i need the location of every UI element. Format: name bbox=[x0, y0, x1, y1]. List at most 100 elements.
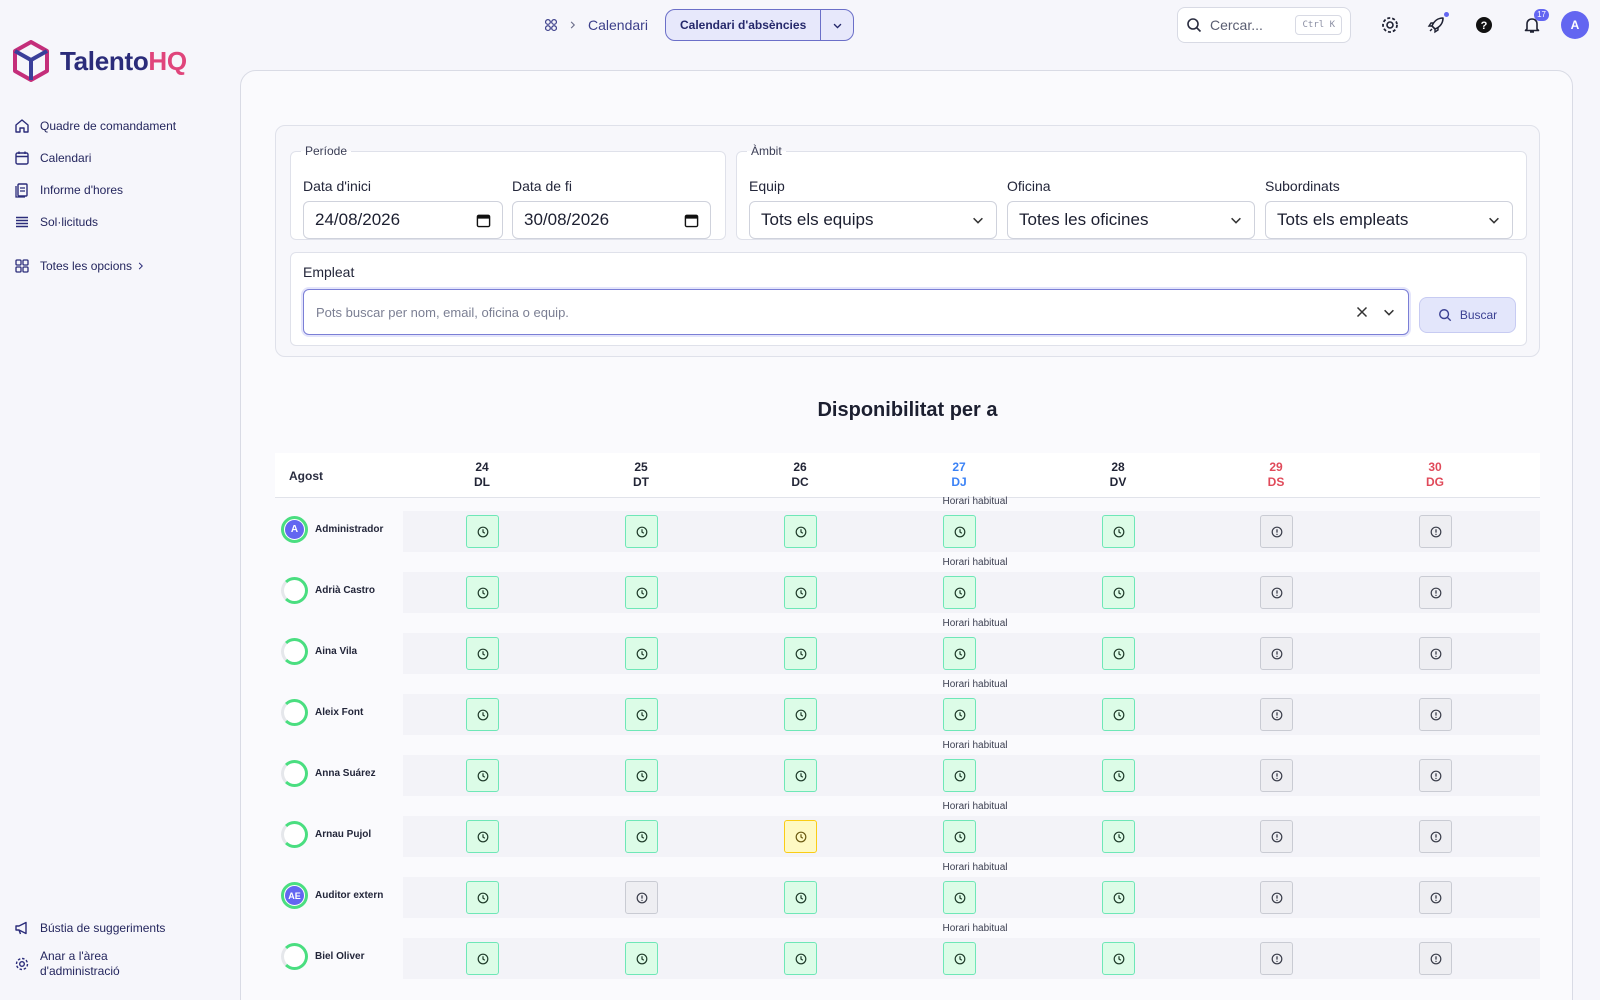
start-date-input[interactable]: 24/08/2026 bbox=[303, 201, 503, 239]
day-cell-work[interactable] bbox=[943, 881, 976, 914]
day-cell-work[interactable] bbox=[625, 637, 658, 670]
employee[interactable]: Aina Vila bbox=[281, 638, 357, 665]
employee[interactable]: A Administrador bbox=[281, 516, 383, 543]
day-cell-work[interactable] bbox=[1102, 698, 1135, 731]
day-cell-work[interactable] bbox=[943, 942, 976, 975]
apps-grid-icon[interactable] bbox=[544, 18, 558, 32]
day-cell-free[interactable] bbox=[1419, 515, 1452, 548]
day-cell-work[interactable] bbox=[466, 515, 499, 548]
view-selector-toggle[interactable] bbox=[821, 10, 853, 40]
day-cell-work[interactable] bbox=[1102, 576, 1135, 609]
sidebar-nav: Quadre de comandament Calendari Informe … bbox=[14, 110, 234, 282]
calendar-icon[interactable] bbox=[684, 213, 699, 228]
employee[interactable]: Adrià Castro bbox=[281, 577, 375, 604]
day-cell-work[interactable] bbox=[466, 881, 499, 914]
day-cell-work[interactable] bbox=[784, 576, 817, 609]
day-cell-work[interactable] bbox=[1102, 942, 1135, 975]
employee[interactable]: Anna Suárez bbox=[281, 760, 376, 787]
subordinates-select[interactable]: Tots els empleats bbox=[1265, 201, 1513, 239]
day-cell-work[interactable] bbox=[1102, 820, 1135, 853]
day-cell-work[interactable] bbox=[625, 820, 658, 853]
settings-button[interactable] bbox=[1377, 12, 1403, 38]
day-cell-work[interactable] bbox=[1102, 881, 1135, 914]
day-cell-work[interactable] bbox=[466, 698, 499, 731]
day-cell-work[interactable] bbox=[784, 698, 817, 731]
sidebar-item-admin-area[interactable]: Anar a l'àrea d'administració bbox=[14, 944, 234, 984]
info-icon bbox=[1271, 892, 1282, 903]
whats-new-button[interactable] bbox=[1423, 12, 1449, 38]
end-date-input[interactable]: 30/08/2026 bbox=[512, 201, 711, 239]
day-cell-work[interactable] bbox=[1102, 515, 1135, 548]
sidebar-item-all-options[interactable]: Totes les opcions bbox=[14, 250, 234, 282]
day-cell-free[interactable] bbox=[1419, 759, 1452, 792]
team-select[interactable]: Tots els equips bbox=[749, 201, 997, 239]
sidebar-item-requests[interactable]: Sol·licituds bbox=[14, 206, 234, 238]
day-cell-free[interactable] bbox=[1260, 942, 1293, 975]
notifications-button[interactable]: 17 bbox=[1519, 9, 1549, 38]
office-select[interactable]: Totes les oficines bbox=[1007, 201, 1255, 239]
day-cell-work[interactable] bbox=[943, 820, 976, 853]
day-cell-free[interactable] bbox=[1419, 820, 1452, 853]
day-cell-work[interactable] bbox=[466, 576, 499, 609]
sidebar-item-hours-report[interactable]: Informe d'hores bbox=[14, 174, 234, 206]
day-cell-free[interactable] bbox=[1260, 576, 1293, 609]
calendar-icon[interactable] bbox=[476, 213, 491, 228]
sidebar-item-calendar[interactable]: Calendari bbox=[14, 142, 234, 174]
day-cell-free[interactable] bbox=[1419, 881, 1452, 914]
clock-icon bbox=[477, 526, 488, 537]
day-cell-work[interactable] bbox=[1102, 759, 1135, 792]
day-cell-free[interactable] bbox=[1260, 698, 1293, 731]
employee[interactable]: Biel Oliver bbox=[281, 943, 364, 970]
brand-logo[interactable]: TalentoHQ bbox=[12, 40, 187, 82]
day-cell-free[interactable] bbox=[1419, 637, 1452, 670]
employee-name: Adrià Castro bbox=[315, 585, 376, 596]
day-cell-work[interactable] bbox=[625, 576, 658, 609]
day-cell-work[interactable] bbox=[625, 942, 658, 975]
day-cell-work[interactable] bbox=[784, 515, 817, 548]
day-cell-free[interactable] bbox=[1260, 515, 1293, 548]
day-cell-work[interactable] bbox=[784, 881, 817, 914]
employee[interactable]: AE Auditor extern bbox=[281, 882, 383, 909]
day-cell-free[interactable] bbox=[1419, 942, 1452, 975]
day-cell-work[interactable] bbox=[466, 942, 499, 975]
day-cell-free[interactable] bbox=[1260, 759, 1293, 792]
employee[interactable]: Arnau Pujol bbox=[281, 821, 371, 848]
day-cell-work[interactable] bbox=[625, 515, 658, 548]
day-cell-work[interactable] bbox=[466, 759, 499, 792]
day-cell-work[interactable] bbox=[784, 637, 817, 670]
day-cell-free[interactable] bbox=[625, 881, 658, 914]
employee[interactable]: Aleix Font bbox=[281, 699, 363, 726]
day-cell-free[interactable] bbox=[1260, 820, 1293, 853]
day-cell-free[interactable] bbox=[1260, 637, 1293, 670]
global-search[interactable]: Cercar... Ctrl K bbox=[1177, 7, 1351, 43]
day-cell-work[interactable] bbox=[625, 759, 658, 792]
chevron-down-icon[interactable] bbox=[1382, 305, 1396, 319]
day-cell-work[interactable] bbox=[943, 759, 976, 792]
employee-search-input[interactable]: Pots buscar per nom, email, oficina o eq… bbox=[303, 289, 1409, 335]
view-selector-label[interactable]: Calendari d'absències bbox=[666, 10, 822, 40]
breadcrumb-calendar[interactable]: Calendari bbox=[588, 17, 648, 33]
day-cell-work[interactable] bbox=[784, 942, 817, 975]
day-cell-work[interactable] bbox=[1102, 637, 1135, 670]
day-cell-work[interactable] bbox=[943, 515, 976, 548]
day-cell-work[interactable] bbox=[625, 698, 658, 731]
day-cell-free[interactable] bbox=[1260, 881, 1293, 914]
sidebar-item-suggestions[interactable]: Bústia de suggeriments bbox=[14, 914, 234, 942]
user-avatar[interactable]: A bbox=[1561, 11, 1589, 39]
day-cell-work[interactable] bbox=[943, 637, 976, 670]
clear-icon[interactable] bbox=[1356, 306, 1368, 318]
day-cell-work[interactable] bbox=[466, 637, 499, 670]
help-button[interactable]: ? bbox=[1471, 12, 1497, 38]
day-cell-pending[interactable] bbox=[784, 820, 817, 853]
day-cell-free[interactable] bbox=[1419, 576, 1452, 609]
day-cell-work[interactable] bbox=[466, 820, 499, 853]
day-cell-free[interactable] bbox=[1419, 698, 1452, 731]
day-cell-work[interactable] bbox=[943, 698, 976, 731]
search-button[interactable]: Buscar bbox=[1419, 297, 1516, 333]
day-number: 26 bbox=[793, 460, 807, 474]
sidebar-item-dashboard[interactable]: Quadre de comandament bbox=[14, 110, 234, 142]
megaphone-icon bbox=[15, 921, 27, 935]
day-cell-work[interactable] bbox=[784, 759, 817, 792]
day-cell-work[interactable] bbox=[943, 576, 976, 609]
view-selector[interactable]: Calendari d'absències bbox=[665, 9, 855, 41]
